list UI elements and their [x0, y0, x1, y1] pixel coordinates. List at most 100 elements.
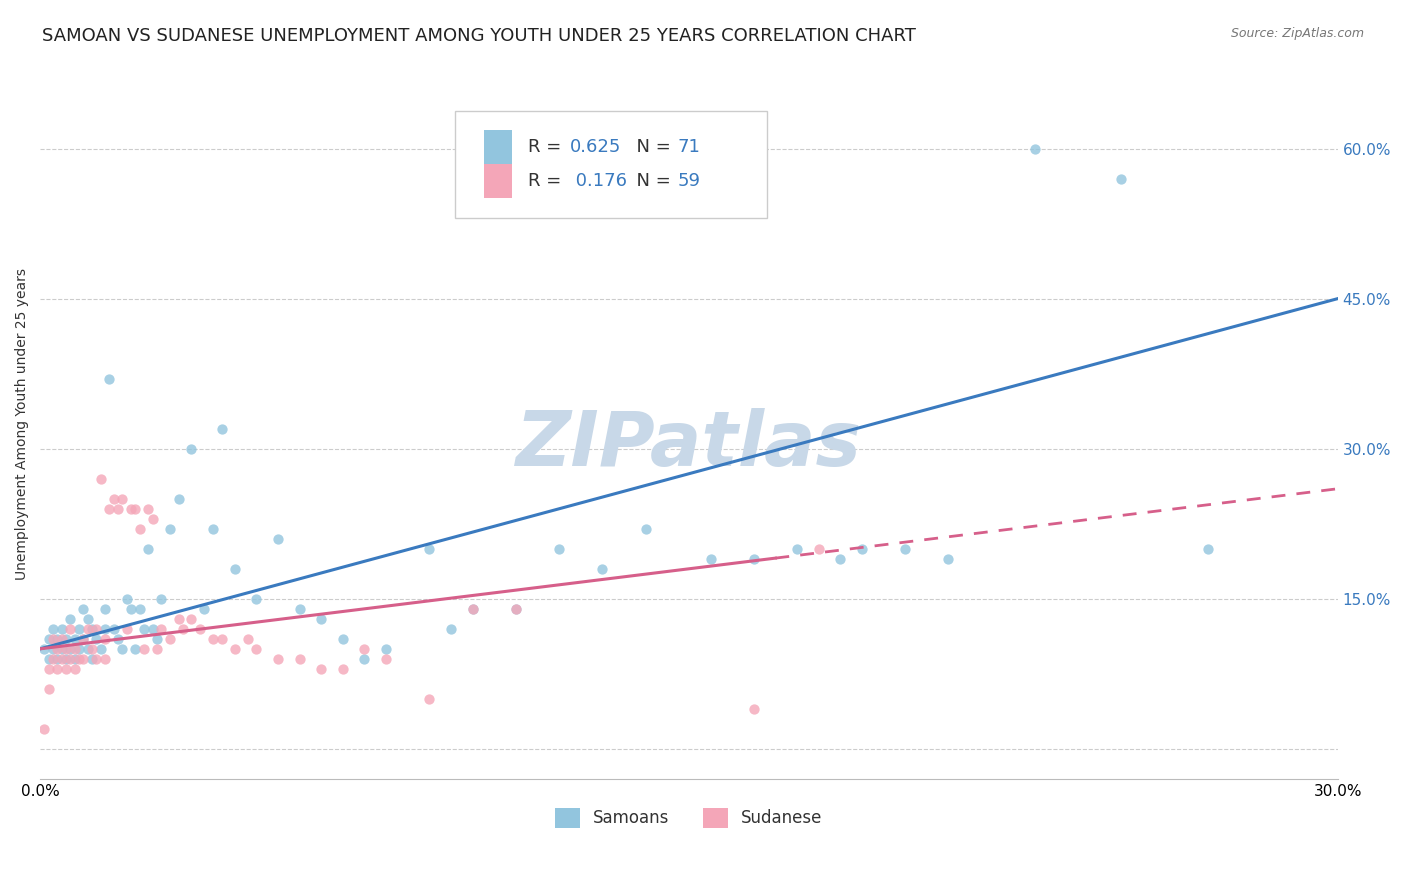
Point	[132, 622, 155, 636]
FancyBboxPatch shape	[484, 130, 512, 164]
Legend: Samoans, Sudanese: Samoans, Sudanese	[548, 801, 830, 835]
Point	[55, 662, 77, 676]
Point	[128, 602, 150, 616]
Point	[120, 602, 142, 616]
Point	[51, 622, 73, 636]
Point	[42, 632, 65, 646]
Point	[202, 632, 225, 646]
Point	[76, 612, 98, 626]
Point	[128, 522, 150, 536]
Text: N =: N =	[626, 138, 676, 156]
Point	[80, 652, 103, 666]
Point	[461, 602, 484, 616]
Point	[63, 641, 86, 656]
Point	[94, 602, 117, 616]
Point	[136, 541, 159, 556]
Point	[505, 602, 527, 616]
Point	[80, 622, 103, 636]
Point	[894, 541, 917, 556]
Point	[202, 522, 225, 536]
Point	[94, 632, 117, 646]
Point	[59, 622, 82, 636]
Point	[267, 532, 290, 546]
Point	[1111, 171, 1133, 186]
Point	[830, 551, 852, 566]
Point	[115, 622, 138, 636]
Point	[938, 551, 960, 566]
Text: R =: R =	[529, 172, 567, 190]
Text: 0.625: 0.625	[569, 138, 621, 156]
Point	[76, 641, 98, 656]
Point	[90, 641, 112, 656]
Point	[167, 491, 190, 506]
Point	[107, 632, 129, 646]
Point	[440, 622, 463, 636]
Point	[136, 501, 159, 516]
Point	[150, 622, 173, 636]
Point	[505, 602, 527, 616]
Point	[94, 652, 117, 666]
Point	[51, 632, 73, 646]
Point	[67, 641, 90, 656]
Point	[34, 641, 56, 656]
Point	[1024, 142, 1046, 156]
Point	[742, 702, 765, 716]
Point	[236, 632, 259, 646]
Point	[55, 632, 77, 646]
Point	[103, 491, 125, 506]
Point	[267, 652, 290, 666]
Point	[55, 652, 77, 666]
Point	[38, 681, 60, 696]
Point	[42, 641, 65, 656]
Point	[172, 622, 194, 636]
Y-axis label: Unemployment Among Youth under 25 years: Unemployment Among Youth under 25 years	[15, 268, 30, 580]
Point	[332, 632, 354, 646]
Point	[548, 541, 571, 556]
Point	[34, 722, 56, 736]
Point	[38, 652, 60, 666]
Point	[98, 501, 121, 516]
Point	[46, 652, 69, 666]
Point	[67, 622, 90, 636]
Point	[353, 641, 375, 656]
Point	[94, 622, 117, 636]
Text: 71: 71	[678, 138, 700, 156]
Point	[38, 632, 60, 646]
Point	[309, 662, 332, 676]
Point	[224, 562, 246, 576]
Point	[288, 602, 311, 616]
Point	[159, 522, 181, 536]
Point	[180, 612, 202, 626]
Point	[461, 602, 484, 616]
Point	[46, 662, 69, 676]
Point	[107, 501, 129, 516]
Point	[98, 372, 121, 386]
Point	[245, 641, 267, 656]
Point	[309, 612, 332, 626]
Point	[375, 641, 398, 656]
Point	[46, 641, 69, 656]
Point	[224, 641, 246, 656]
Point	[1197, 541, 1219, 556]
Point	[288, 652, 311, 666]
Point	[111, 491, 134, 506]
Point	[211, 422, 233, 436]
Point	[418, 541, 440, 556]
Point	[51, 641, 73, 656]
Point	[332, 662, 354, 676]
Point	[375, 652, 398, 666]
Point	[807, 541, 830, 556]
Point	[245, 591, 267, 606]
Point	[591, 562, 613, 576]
Point	[51, 652, 73, 666]
Point	[80, 641, 103, 656]
Point	[42, 652, 65, 666]
Point	[72, 652, 94, 666]
Point	[46, 632, 69, 646]
Point	[124, 501, 146, 516]
Point	[67, 652, 90, 666]
Point	[86, 652, 108, 666]
Point	[63, 662, 86, 676]
Point	[63, 652, 86, 666]
Point	[699, 551, 721, 566]
